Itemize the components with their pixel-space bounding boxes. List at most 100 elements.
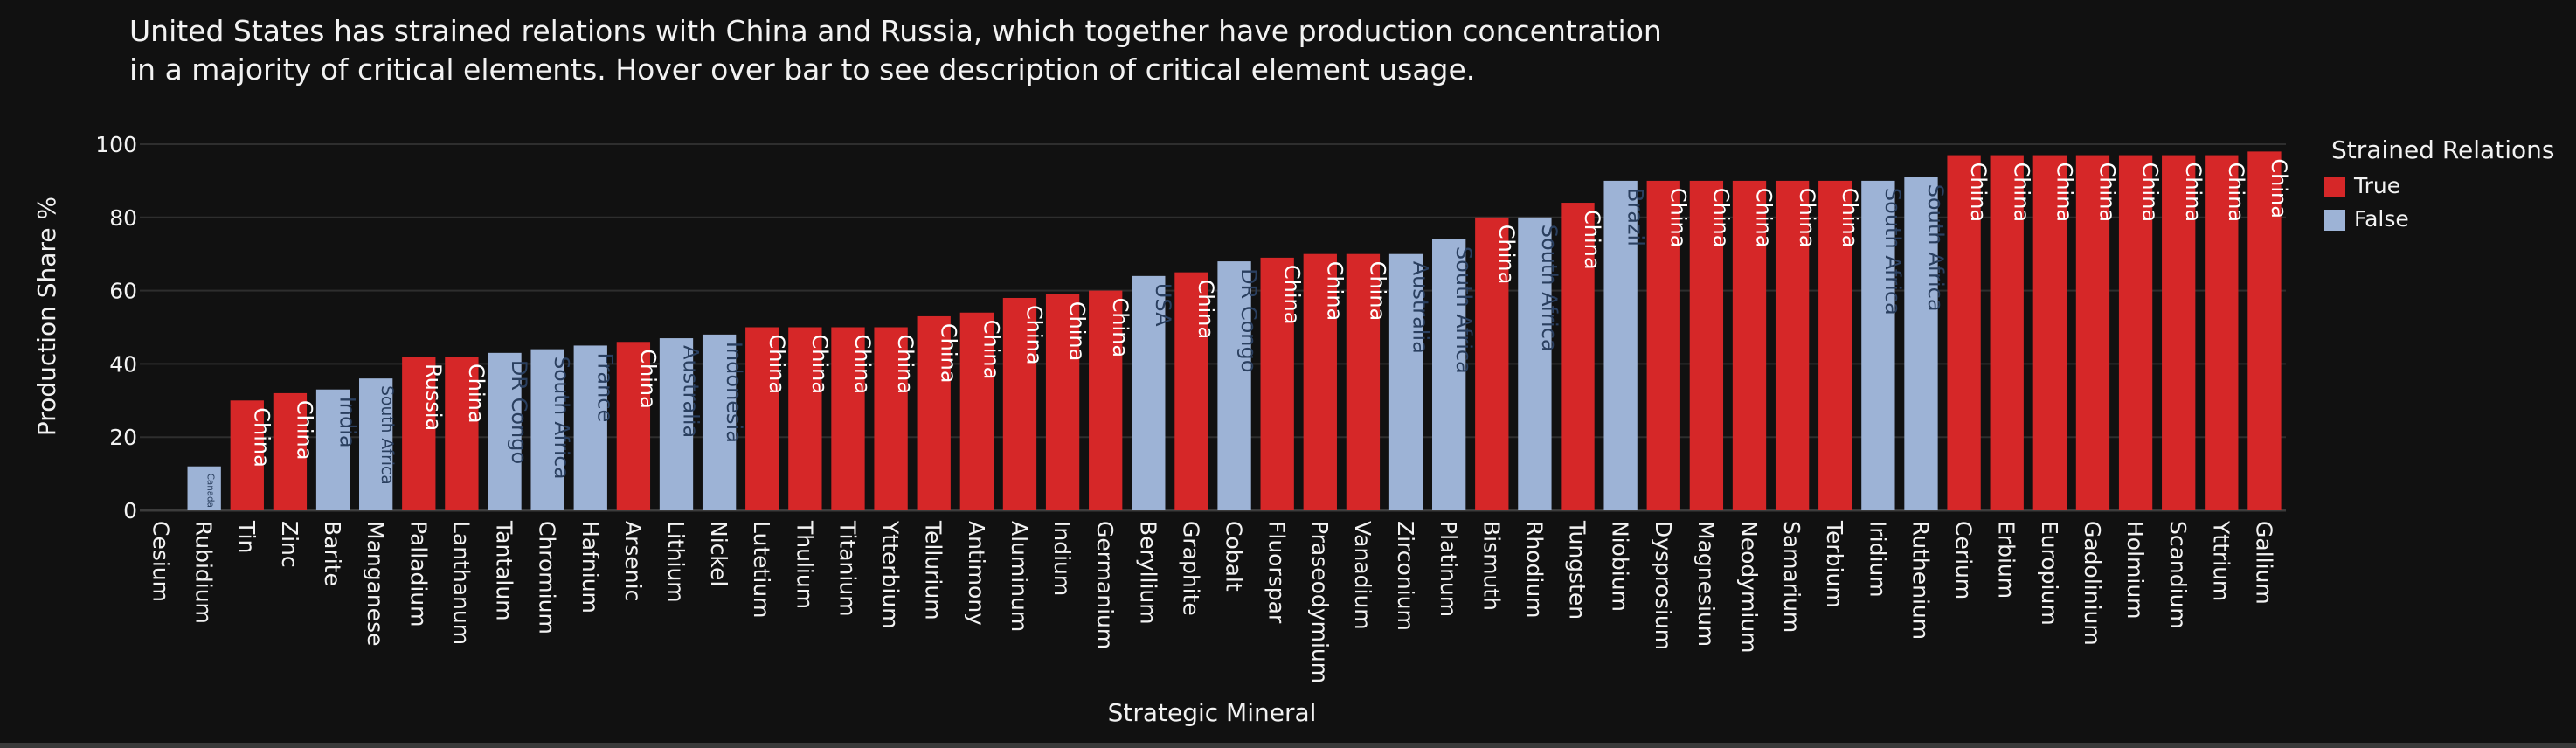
bar-tellurium[interactable] xyxy=(917,315,951,510)
bar-palladium[interactable] xyxy=(402,357,436,510)
bar-label-nickel: Indonesia xyxy=(722,342,746,443)
x-tick-label-dysprosium: Dysprosium xyxy=(1651,521,1676,650)
x-tick-label-ruthenium: Ruthenium xyxy=(1908,521,1933,640)
bar-aluminum[interactable] xyxy=(1002,297,1037,510)
x-tick-label-germanium: Germanium xyxy=(1092,521,1118,649)
bar-zirconium[interactable] xyxy=(1388,253,1423,510)
bar-label-dysprosium: China xyxy=(1665,188,1690,248)
bar-tantalum[interactable] xyxy=(488,352,522,510)
bar-neodymium[interactable] xyxy=(1732,180,1767,510)
bar-indium[interactable] xyxy=(1045,294,1080,510)
bar-cobalt[interactable] xyxy=(1217,261,1251,510)
bar-niobium[interactable] xyxy=(1603,180,1638,510)
x-axis-title: Strategic Mineral xyxy=(1108,698,1317,727)
bar-dysprosium[interactable] xyxy=(1646,180,1680,510)
x-tick-label-neodymium: Neodymium xyxy=(1736,521,1762,654)
x-tick-label-lutetium: Lutetium xyxy=(749,521,774,618)
bar-europium[interactable] xyxy=(2032,155,2067,510)
bar-manganese[interactable] xyxy=(359,378,393,510)
x-tick-label-ytterbium: Ytterbium xyxy=(878,520,904,629)
bar-platinum[interactable] xyxy=(1432,239,1466,510)
x-tick-label-arsenic: Arsenic xyxy=(620,521,646,601)
bar-label-yttrium: China xyxy=(2224,163,2248,223)
bar-label-vanadium: China xyxy=(1366,261,1390,322)
bar-gallium[interactable] xyxy=(2247,151,2282,510)
bar-label-germanium: China xyxy=(1108,298,1132,358)
x-tick-label-graphite: Graphite xyxy=(1178,521,1203,616)
bar-yttrium[interactable] xyxy=(2205,155,2239,510)
bar-rubidium[interactable] xyxy=(187,466,221,510)
x-tick-label-zirconium: Zirconium xyxy=(1393,521,1418,631)
x-tick-label-europium: Europium xyxy=(2037,521,2062,626)
x-tick-label-cesium: Cesium xyxy=(149,521,174,602)
bar-gadolinium[interactable] xyxy=(2075,155,2110,510)
x-tick-label-gadolinium: Gadolinium xyxy=(2080,521,2105,646)
x-tick-label-bismuth: Bismuth xyxy=(1478,521,1504,611)
bar-label-thulium: China xyxy=(807,335,832,395)
x-tick-label-hafnium: Hafnium xyxy=(578,521,603,613)
bar-zinc[interactable] xyxy=(273,392,308,510)
bar-vanadium[interactable] xyxy=(1346,253,1381,510)
bar-bismuth[interactable] xyxy=(1475,217,1509,511)
bar-fluorspar[interactable] xyxy=(1260,257,1294,510)
x-tick-label-nickel: Nickel xyxy=(706,521,731,586)
legend-label-true: True xyxy=(2354,173,2401,198)
bar-germanium[interactable] xyxy=(1089,290,1123,510)
bar-holmium[interactable] xyxy=(2118,155,2153,510)
x-tick-label-platinum: Platinum xyxy=(1436,521,1461,617)
bar-magnesium[interactable] xyxy=(1689,180,1724,510)
legend-item-false[interactable]: False xyxy=(2324,206,2409,232)
bar-label-magnesium: China xyxy=(1709,188,1734,248)
chart-title: United States has strained relations wit… xyxy=(129,14,1662,87)
bar-label-barite: India xyxy=(336,397,360,448)
bar-ytterbium[interactable] xyxy=(874,327,908,511)
bar-arsenic[interactable] xyxy=(616,342,651,510)
bar-iridium[interactable] xyxy=(1861,180,1895,510)
x-tick-label-aluminum: Aluminum xyxy=(1007,521,1032,632)
bar-label-palladium: Russia xyxy=(421,364,446,431)
x-tick-label-rubidium: Rubidium xyxy=(191,521,217,624)
bar-beryllium[interactable] xyxy=(1132,275,1166,510)
bar-praseodymium[interactable] xyxy=(1303,253,1337,510)
legend-swatch-false xyxy=(2324,210,2345,231)
bar-tin[interactable] xyxy=(230,400,264,510)
bar-ruthenium[interactable] xyxy=(1904,177,1938,510)
bar-label-antimony: China xyxy=(979,320,1003,380)
y-axis-title: Production Share % xyxy=(32,197,61,436)
bar-lanthanum[interactable] xyxy=(445,357,479,510)
bar-labels: Canada China China India South Africa Russia C… xyxy=(204,158,2291,508)
bar-label-lithium: Australia xyxy=(679,345,703,438)
bar-label-arsenic: China xyxy=(636,349,661,409)
bar-terbium[interactable] xyxy=(1818,180,1852,510)
bar-cerium[interactable] xyxy=(1947,155,1981,510)
legend-item-true[interactable]: True xyxy=(2324,173,2401,198)
y-tick-label: 20 xyxy=(109,425,137,450)
bar-antimony[interactable] xyxy=(959,312,994,510)
bar-thulium[interactable] xyxy=(788,327,822,511)
bar-nickel[interactable] xyxy=(702,334,737,510)
bar-rhodium[interactable] xyxy=(1518,217,1552,511)
bar-scandium[interactable] xyxy=(2162,155,2196,510)
bar-label-europium: China xyxy=(2052,163,2076,223)
x-tick-label-tungsten: Tungsten xyxy=(1565,520,1590,620)
bar-chromium[interactable] xyxy=(530,349,564,510)
bar-lithium[interactable] xyxy=(659,338,694,510)
bar-erbium[interactable] xyxy=(1990,155,2024,510)
bar-label-zirconium: Australia xyxy=(1409,261,1433,354)
legend-swatch-true xyxy=(2324,177,2345,197)
bar-graphite[interactable] xyxy=(1174,272,1208,510)
x-tick-label-erbium: Erbium xyxy=(1994,521,2019,599)
bar-titanium[interactable] xyxy=(831,327,865,511)
bar-hafnium[interactable] xyxy=(573,345,607,510)
bar-tungsten[interactable] xyxy=(1561,203,1595,511)
bar-barite[interactable] xyxy=(315,389,350,510)
bar-label-rhodium: South Africa xyxy=(1537,225,1562,352)
bar-lutetium[interactable] xyxy=(745,327,779,511)
x-tick-label-thulium: Thulium xyxy=(792,520,817,609)
x-tick-label-palladium: Palladium xyxy=(405,521,431,627)
bar-samarium[interactable] xyxy=(1775,180,1810,510)
y-tick-label: 40 xyxy=(109,351,137,377)
bar-label-tellurium: China xyxy=(936,323,960,384)
bar-label-terbium: China xyxy=(1838,188,1862,248)
